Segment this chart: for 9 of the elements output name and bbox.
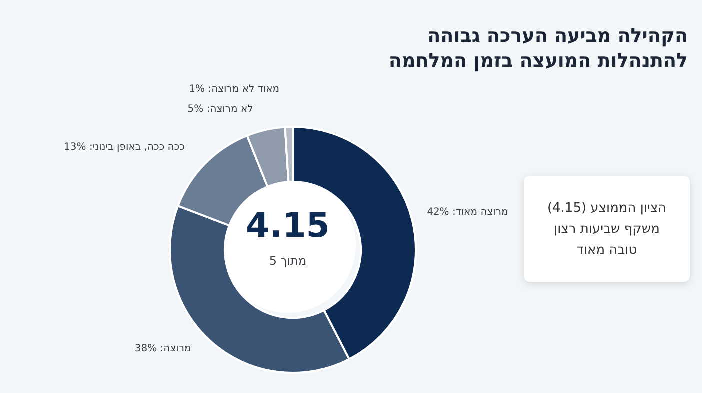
slice-label: מרוצה: 38% [134,343,192,354]
slice-label: ככה ככה, באופן בינוני: 13% [64,142,185,154]
slice-label: מאוד לא מרוצה: 1% [189,84,280,96]
slice-label: לא מרוצה: 5% [188,104,254,116]
text: הציון הממוצע (4.15) משקף שביעות רצון טובה מאוד [546,200,668,260]
text: מתוך 5 [269,254,307,268]
text: 4.15 [246,206,330,246]
chart-title: הקהילה מביעה הערכה גבוהה להתנהלות המועצה בזמן המלחמה [388,24,688,74]
slice-label: מרוצה מאוד: 42% [427,206,508,218]
